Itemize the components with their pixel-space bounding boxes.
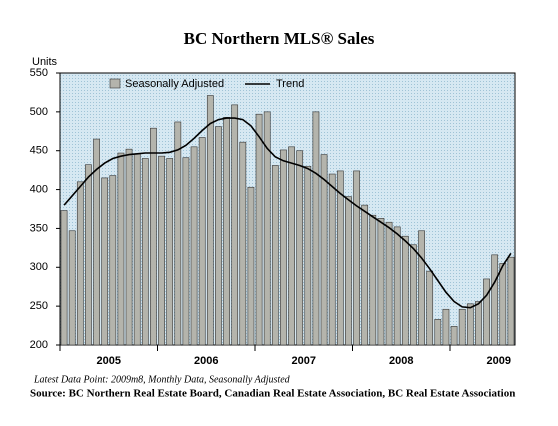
bar bbox=[60, 210, 68, 346]
bar bbox=[68, 230, 76, 346]
bar bbox=[475, 301, 482, 346]
bar bbox=[458, 308, 466, 346]
bar bbox=[255, 113, 263, 346]
bar bbox=[450, 326, 458, 346]
bar bbox=[223, 116, 230, 346]
chart-title: BC Northern MLS® Sales bbox=[184, 29, 375, 48]
bar bbox=[280, 149, 287, 346]
bar bbox=[117, 152, 125, 346]
bar bbox=[166, 158, 174, 346]
bar bbox=[182, 157, 190, 346]
x-tick-label: 2005 bbox=[97, 355, 121, 367]
bar bbox=[174, 121, 182, 346]
bar bbox=[353, 170, 360, 346]
bar bbox=[434, 319, 442, 346]
bar bbox=[158, 155, 165, 346]
y-tick-label: 450 bbox=[30, 145, 48, 157]
y-tick-label: 400 bbox=[30, 183, 48, 195]
x-tick-label: 2006 bbox=[194, 355, 218, 367]
bar bbox=[507, 256, 515, 346]
bar bbox=[288, 146, 295, 346]
bar bbox=[491, 254, 499, 346]
bar bbox=[336, 170, 344, 346]
bar bbox=[215, 126, 222, 346]
bar bbox=[312, 111, 320, 346]
bar bbox=[101, 177, 109, 346]
bar bbox=[320, 154, 328, 346]
source: Source: BC Northern Real Estate Board, C… bbox=[30, 388, 515, 400]
x-tick-label: 2008 bbox=[389, 355, 413, 367]
note: Latest Data Point: 2009m8, Monthly Data,… bbox=[33, 374, 291, 385]
bar bbox=[190, 146, 198, 346]
legend-label: Seasonally Adjusted bbox=[125, 78, 224, 90]
bar bbox=[198, 137, 206, 346]
bar bbox=[499, 263, 507, 346]
y-tick-label: 550 bbox=[30, 67, 48, 79]
bar bbox=[393, 226, 401, 346]
trend-line bbox=[63, 117, 512, 309]
bar bbox=[304, 165, 312, 346]
bar bbox=[76, 181, 84, 346]
bar bbox=[247, 186, 255, 346]
y-tick-label: 300 bbox=[30, 261, 48, 273]
x-tick-label: 2007 bbox=[292, 355, 316, 367]
bar bbox=[385, 221, 393, 346]
bar bbox=[93, 138, 100, 346]
bar bbox=[206, 95, 214, 346]
legend-label: Trend bbox=[276, 78, 304, 90]
bar bbox=[361, 204, 369, 346]
bar bbox=[377, 218, 385, 346]
bar bbox=[442, 308, 450, 346]
bar bbox=[109, 175, 117, 346]
bar bbox=[410, 244, 417, 346]
y-tick-label: 250 bbox=[30, 300, 48, 312]
bar bbox=[369, 214, 377, 346]
bar bbox=[328, 173, 336, 346]
bar bbox=[263, 111, 271, 346]
bar bbox=[345, 196, 352, 346]
bar bbox=[85, 164, 92, 346]
legend-swatch bbox=[109, 78, 121, 89]
bar bbox=[125, 148, 133, 346]
bar bbox=[296, 150, 304, 346]
bar bbox=[141, 158, 149, 346]
bar bbox=[231, 104, 239, 346]
bar bbox=[466, 303, 474, 346]
bar bbox=[401, 235, 409, 346]
y-tick-label: 500 bbox=[30, 106, 48, 118]
bar bbox=[483, 278, 490, 346]
y-axis-label: Units bbox=[32, 56, 58, 68]
x-tick-label: 2009 bbox=[487, 355, 511, 367]
bar bbox=[418, 230, 425, 346]
bar bbox=[150, 127, 157, 346]
bar bbox=[133, 153, 141, 346]
y-tick-label: 200 bbox=[30, 339, 48, 351]
bar bbox=[239, 141, 247, 346]
y-tick-label: 350 bbox=[30, 222, 48, 234]
bar bbox=[426, 270, 434, 346]
bar bbox=[271, 165, 279, 346]
